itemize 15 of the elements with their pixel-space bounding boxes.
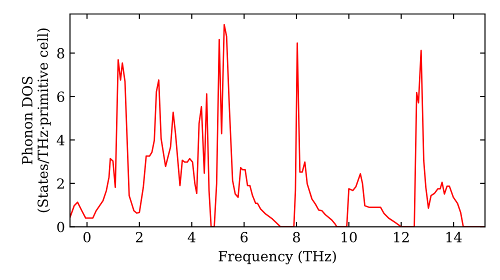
x-tick-label: 2 [136,232,142,242]
x-tick-label: 4 [188,232,196,242]
y-axis-title: Phonon DOS (States/THz·primitive cell) [22,28,51,212]
x-tick-label: 8 [292,232,300,242]
x-axis-title: Frequency (THz) [218,250,336,264]
y-tick-label: 0 [57,222,64,232]
y-tick-label: 8 [57,48,64,59]
x-tick-label: 10 [342,232,357,242]
y-tick-label: 4 [56,134,64,146]
x-tick-label: 14 [446,232,462,242]
x-tick-label: 6 [240,232,248,242]
x-tick-label: 12 [394,232,409,242]
y-tick-label: 6 [57,91,64,102]
y-tick-label: 2 [57,178,64,189]
x-tick-label: 0 [84,232,91,242]
